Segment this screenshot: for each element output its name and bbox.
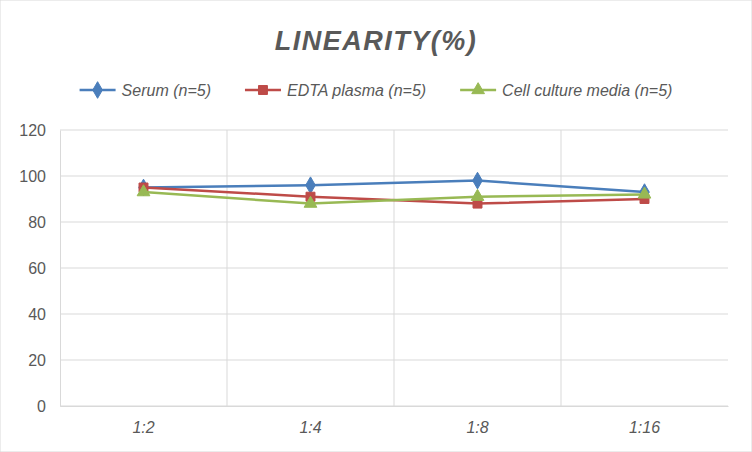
x-axis-line: [61, 406, 729, 407]
legend-marker: [472, 83, 485, 94]
legend-item: Cell culture media (n=5): [460, 82, 672, 99]
series-line: [144, 181, 645, 193]
y-tick-label: 100: [19, 168, 46, 185]
x-tick: 1:2: [132, 406, 154, 436]
plot-marks: [137, 172, 651, 208]
legend-item: Serum (n=5): [80, 82, 211, 99]
x-tick-label: 1:8: [466, 419, 488, 436]
y-tick-label: 60: [28, 260, 46, 277]
x-tick: 1:16: [629, 406, 660, 436]
point-marker: [638, 187, 651, 198]
y-tick: 0: [37, 398, 60, 415]
x-axis: 1:2 1:4 1:8 1:16: [61, 406, 729, 436]
point-marker: [137, 185, 150, 196]
y-tick: 20: [28, 352, 60, 369]
series: [139, 183, 649, 208]
legend-item: EDTA plasma (n=5): [245, 82, 426, 99]
point-marker: [304, 196, 317, 207]
legend-label: EDTA plasma (n=5): [287, 82, 426, 99]
x-tick-label: 1:4: [299, 419, 321, 436]
x-tick-label: 1:2: [132, 419, 154, 436]
y-tick: 80: [28, 214, 60, 231]
y-tick: 100: [19, 168, 60, 185]
legend-label: Cell culture media (n=5): [502, 82, 672, 99]
point-marker: [306, 177, 316, 194]
y-tick-label: 0: [37, 398, 46, 415]
series: [137, 185, 651, 208]
legend-marker: [93, 82, 103, 99]
y-tick-label: 40: [28, 306, 46, 323]
y-tick: 40: [28, 306, 60, 323]
y-tick: 60: [28, 260, 60, 277]
y-tick-label: 80: [28, 214, 46, 231]
category-separator: [561, 130, 562, 406]
x-tick: 1:8: [466, 406, 488, 436]
y-tick-label: 120: [19, 122, 46, 139]
series-line: [144, 192, 645, 204]
series-line: [144, 188, 645, 204]
legend: Serum (n=5) EDTA plasma (n=5) Cell culture…: [80, 82, 673, 99]
chart: LINEARITY(%) 0 20 40 60 80 100 120 1:2 1:4 1:8 1:16…: [0, 0, 752, 452]
point-marker: [471, 189, 484, 200]
category-separator: [394, 130, 395, 406]
category-separator: [227, 130, 228, 406]
point-marker: [473, 172, 483, 189]
legend-label: Serum (n=5): [122, 82, 211, 99]
legend-marker: [258, 86, 267, 95]
y-axis-line: [60, 131, 61, 407]
y-axis: 0 20 40 60 80 100 120: [19, 122, 60, 415]
y-tick-label: 20: [28, 352, 46, 369]
background: [0, 0, 752, 452]
grid: [60, 130, 728, 406]
title: LINEARITY(%): [275, 26, 478, 56]
y-tick: 120: [19, 122, 60, 139]
x-tick: 1:4: [299, 406, 321, 436]
x-tick-label: 1:16: [629, 419, 660, 436]
